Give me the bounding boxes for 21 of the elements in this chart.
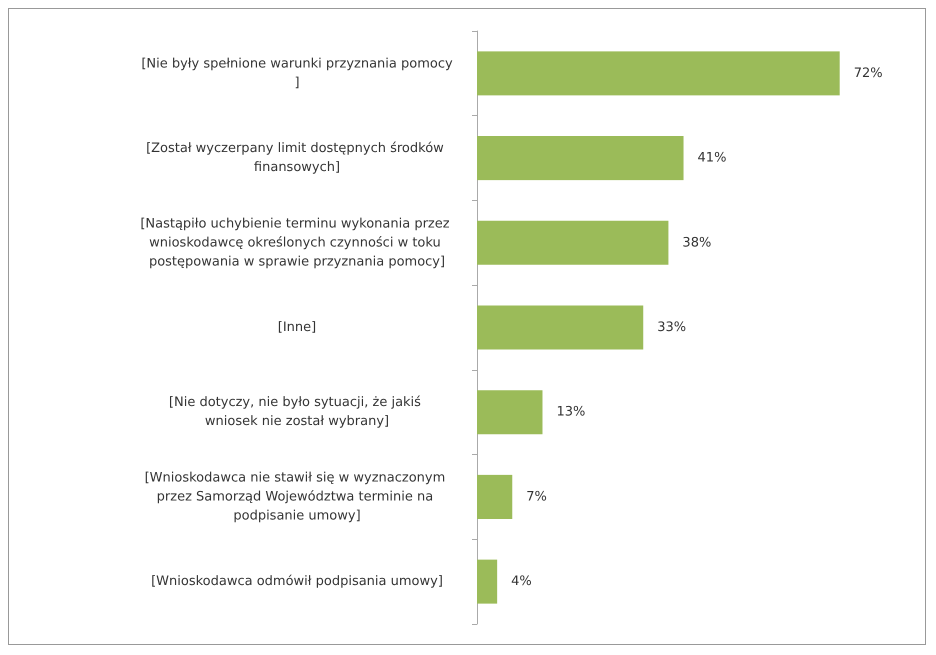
y-tick-label: [Nie dotyczy, nie było sytuacji, że jakiś wniosek nie został wybrany] <box>168 395 426 430</box>
bar <box>477 560 498 604</box>
bar <box>477 51 840 96</box>
data-label: 38% <box>682 235 712 250</box>
y-tick-label: [Wnioskodawca nie stawił się w wyznaczonym przez Samorząd Województwa terminie na podpisanie umowy] <box>144 470 450 524</box>
data-label: 4% <box>511 574 532 590</box>
bar <box>477 474 512 519</box>
data-label: 72% <box>854 66 883 81</box>
data-label: 33% <box>657 320 686 335</box>
bar <box>477 390 542 434</box>
y-tick-label: [Został wyczerpany limit dostępnych środków finansowych] <box>146 141 448 176</box>
bar <box>477 305 644 350</box>
data-label: 41% <box>698 150 726 166</box>
y-tick-label: [Nastąpiło uchybienie terminu wykonania przez wnioskodawcę określonych czynności w toku postępowania w sprawie przyznania pomocy] <box>140 216 454 270</box>
bar <box>477 136 684 180</box>
y-tick-label: [Inne] <box>278 320 316 335</box>
data-label: 13% <box>556 404 586 420</box>
data-label: 7% <box>526 489 547 504</box>
bar <box>477 220 668 265</box>
y-tick-label: [Nie były spełnione warunki przyznania pomocy] <box>141 56 453 90</box>
y-tick-label: [Wnioskodawca odmówił podpisania umowy] <box>151 574 443 590</box>
